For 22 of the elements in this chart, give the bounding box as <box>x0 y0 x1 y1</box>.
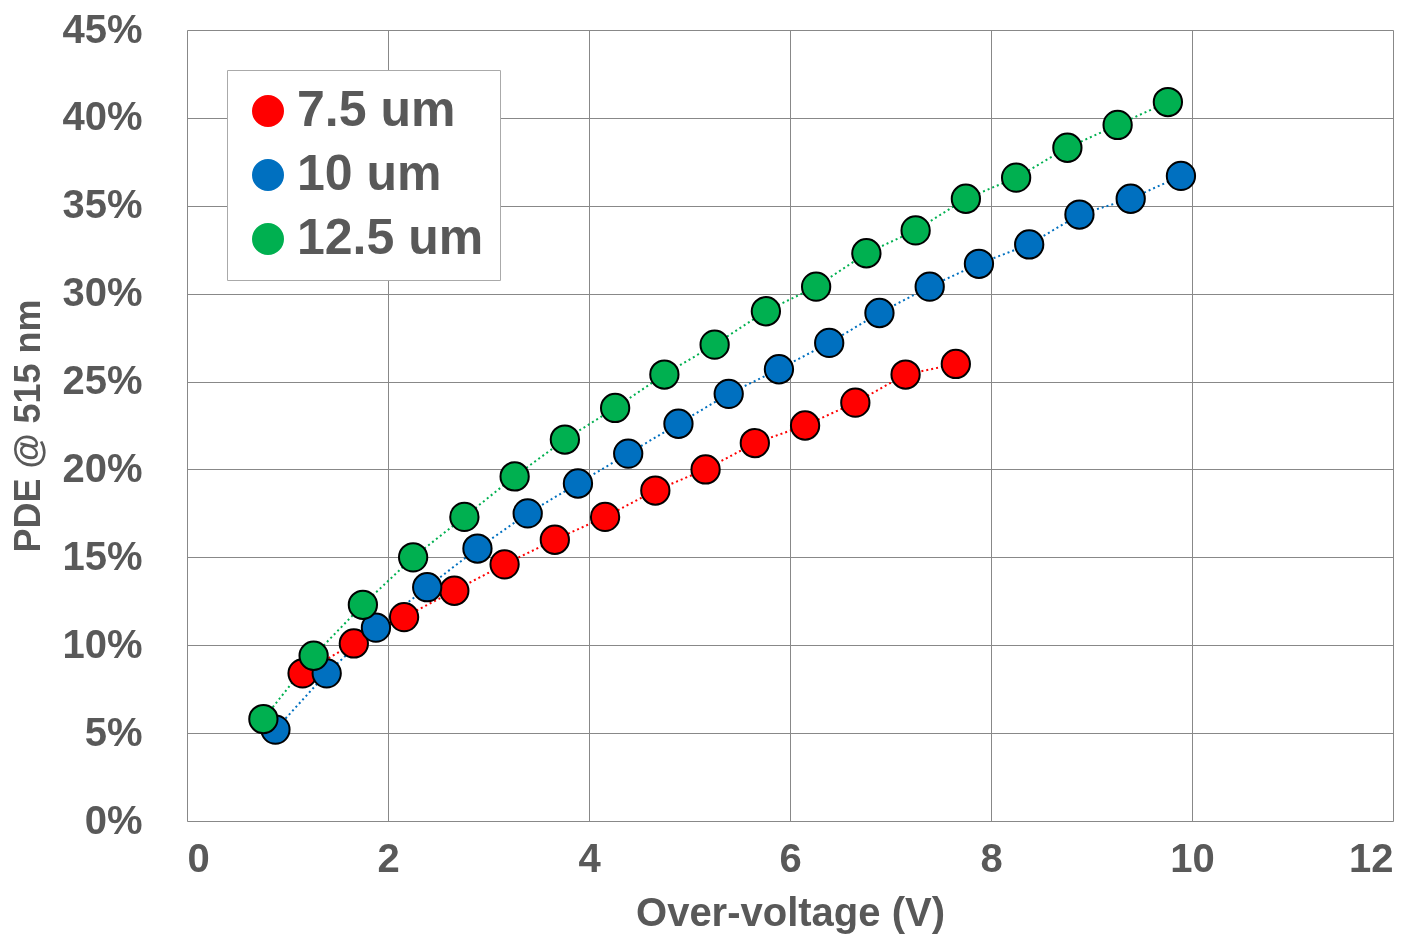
y-tick-label: 0% <box>84 797 143 842</box>
x-tick-label: 4 <box>578 835 602 880</box>
y-axis-title: PDE @ 515 nm <box>7 299 49 553</box>
x-tick-label: 2 <box>377 835 400 880</box>
x-tick-label: 0 <box>187 835 210 880</box>
y-tick-label: 20% <box>62 445 143 490</box>
x-axis-title: Over-voltage (V) <box>636 889 945 934</box>
y-tick-label: 15% <box>62 533 143 578</box>
x-tick-label: 12 <box>1349 835 1394 880</box>
y-tick-label: 5% <box>84 709 143 754</box>
y-tick-label: 30% <box>62 270 143 315</box>
y-tick-label: 45% <box>62 6 143 51</box>
legend-label: 7.5 um <box>297 81 456 137</box>
y-tick-label: 25% <box>62 358 143 403</box>
legend-label: 12.5 um <box>297 209 484 265</box>
legend-label: 10 um <box>297 145 442 201</box>
x-tick-label: 10 <box>1170 835 1215 880</box>
y-tick-label: 35% <box>62 182 143 227</box>
y-tick-label: 10% <box>62 621 143 666</box>
x-tick-label: 8 <box>980 835 1003 880</box>
x-tick-label: 6 <box>779 835 802 880</box>
y-tick-label: 40% <box>62 94 143 139</box>
